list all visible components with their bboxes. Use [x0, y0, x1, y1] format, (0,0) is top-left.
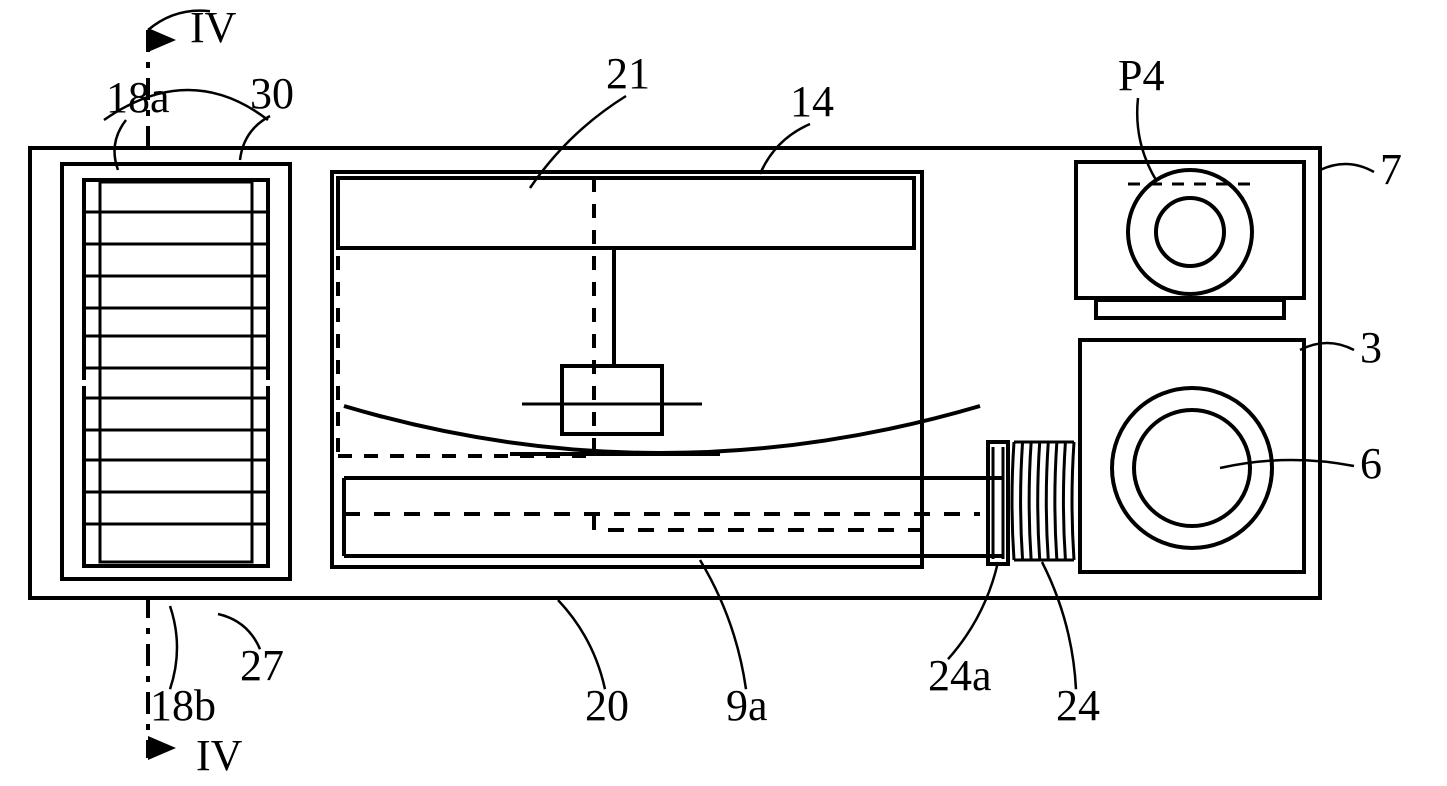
label-L_18b: 18b: [150, 681, 216, 730]
leader-L_7: [1320, 164, 1374, 172]
shaft-step: [594, 514, 924, 530]
top-bar: [338, 178, 914, 248]
label-L_P4: P4: [1118, 51, 1164, 100]
coil-turn: [1063, 442, 1065, 560]
leader-L_30: [240, 116, 270, 160]
label-L_18a: 18a: [106, 73, 170, 122]
upper-circle-outer: [1128, 170, 1252, 294]
section-arrow: [148, 736, 176, 760]
label-L_20: 20: [585, 681, 629, 730]
label-L_24a: 24a: [928, 651, 992, 700]
leader-L_9a: [700, 560, 746, 689]
upper-circle-inner: [1156, 198, 1224, 266]
coil-turn: [1038, 442, 1040, 560]
coil-turn: [1021, 442, 1023, 560]
left-top-u: [84, 180, 268, 380]
left-inner-box: [100, 182, 252, 562]
coil-turn: [1072, 442, 1074, 560]
label-L_7: 7: [1380, 145, 1402, 194]
upper-box: [1076, 162, 1304, 298]
disc-24a: [988, 442, 1008, 564]
motor-circle-inner: [1134, 410, 1250, 526]
label-L_24: 24: [1056, 681, 1100, 730]
leader-L_21: [530, 96, 626, 188]
coil-turn: [1029, 442, 1031, 560]
leader-L_6: [1220, 460, 1354, 468]
coil-turn: [1012, 442, 1014, 560]
label-L_27: 27: [240, 641, 284, 690]
leader-L_P4: [1137, 98, 1156, 180]
label-L_IV_bot: IV: [196, 731, 243, 780]
label-L_21: 21: [606, 49, 650, 98]
coil-turn: [1055, 442, 1057, 560]
coil-turn: [1046, 442, 1048, 560]
section-arrow: [148, 28, 176, 52]
upper-shelf: [1096, 300, 1284, 318]
label-L_14: 14: [790, 77, 834, 126]
label-L_3: 3: [1360, 323, 1382, 372]
leader-L_24: [1042, 562, 1076, 689]
leader-L_18b: [170, 606, 177, 689]
leader-L_20: [558, 600, 605, 689]
leader-L_3: [1300, 343, 1354, 350]
label-L_6: 6: [1360, 439, 1382, 488]
left-bot-u: [84, 386, 268, 566]
leader-L_24a: [948, 562, 998, 659]
left-outer-box: [62, 164, 290, 579]
small-box: [562, 366, 662, 434]
center-outer: [332, 172, 922, 567]
